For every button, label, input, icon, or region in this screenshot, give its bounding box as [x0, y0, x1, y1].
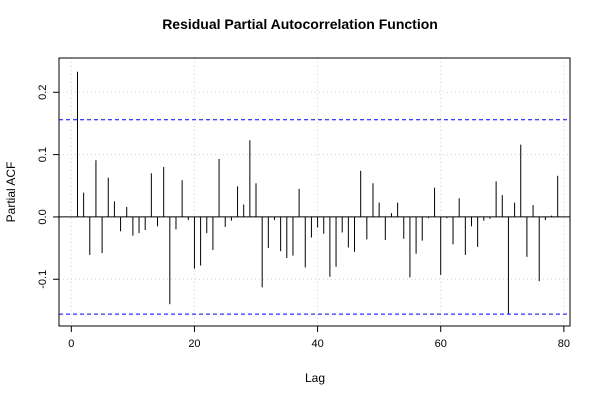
y-axis: -0.1 0.0 0.1 0.2: [37, 85, 59, 289]
y-tick-label: 0.2: [37, 85, 49, 100]
y-tick-label: 0.1: [37, 147, 49, 162]
plot-frame: [58, 57, 571, 327]
x-axis-label: Lag: [305, 371, 325, 385]
x-tick-label: 60: [435, 338, 447, 350]
x-tick-label: 20: [188, 338, 200, 350]
y-tick-label: -0.1: [37, 270, 49, 289]
y-axis-label: Partial ACF: [4, 162, 18, 223]
x-tick-label: 40: [311, 338, 323, 350]
y-tick-label: 0.0: [37, 209, 49, 224]
x-axis: 0 20 40 60 80: [68, 325, 570, 350]
confidence-bands: [59, 119, 570, 315]
chart-title: Residual Partial Autocorrelation Functio…: [162, 16, 438, 32]
pacf-bars: [59, 71, 570, 314]
grid: [59, 58, 570, 326]
x-tick-label: 0: [68, 338, 74, 350]
x-tick-label: 80: [558, 338, 570, 350]
